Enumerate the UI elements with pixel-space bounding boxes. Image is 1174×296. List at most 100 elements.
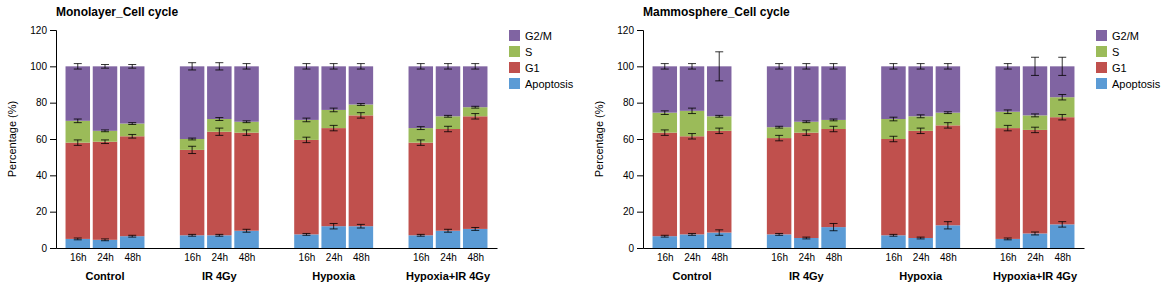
- bar-segment: [653, 133, 678, 237]
- bar-segment: [436, 66, 461, 116]
- error-bar: [471, 106, 479, 108]
- bar-segment: [93, 142, 118, 240]
- tick-label: 24h: [684, 252, 701, 263]
- tick-label: 0: [628, 243, 634, 254]
- panel: 02040608010012016h24h48h16h24h48h16h24h4…: [593, 5, 1161, 282]
- error-bar: [444, 64, 452, 69]
- error-bar: [715, 230, 723, 235]
- tick-label: 60: [623, 134, 635, 145]
- tick-label: 16h: [413, 252, 430, 263]
- error-bar: [128, 65, 136, 69]
- tick-label: 48h: [239, 252, 256, 263]
- error-bar: [944, 123, 952, 128]
- bar-segment: [66, 239, 91, 248]
- series: [653, 117, 1075, 239]
- error-bar: [688, 233, 696, 235]
- error-bars: [74, 223, 479, 240]
- bar-segment: [1050, 224, 1075, 248]
- tick: 16h: [70, 252, 87, 263]
- legend-item: Apoptosis: [1096, 78, 1161, 90]
- tick-label: 120: [30, 25, 47, 36]
- tick-label: 24h: [913, 252, 930, 263]
- tick-mark: [50, 66, 56, 67]
- tick-label: 100: [30, 61, 47, 72]
- tick-label: 48h: [353, 252, 370, 263]
- tick-mark: [637, 139, 643, 140]
- error-bar: [74, 64, 82, 69]
- error-bar: [944, 222, 952, 229]
- tick: 60: [623, 134, 643, 145]
- error-bar: [830, 223, 838, 230]
- tick-label: 20: [36, 206, 48, 217]
- bar-segment: [180, 235, 205, 248]
- legend-item: S: [1096, 46, 1119, 58]
- error-bar: [101, 65, 109, 69]
- legend-swatch: [509, 78, 520, 89]
- error-bar: [74, 140, 82, 145]
- series: [66, 66, 488, 139]
- bar-segment: [207, 235, 232, 248]
- error-bar: [775, 126, 783, 128]
- tick: 40: [623, 170, 643, 181]
- bar-segment: [653, 236, 678, 248]
- tick-label: 48h: [711, 252, 728, 263]
- group-label: Control: [85, 270, 124, 282]
- bar-segment: [321, 226, 346, 248]
- bar-segment: [436, 231, 461, 248]
- tick-label: 16h: [184, 252, 201, 263]
- bar-segment: [66, 143, 91, 239]
- error-bar: [74, 238, 82, 240]
- tick: 48h: [1054, 252, 1071, 263]
- error-bar: [243, 64, 251, 69]
- error-bar: [1004, 64, 1012, 69]
- error-bar: [128, 134, 136, 138]
- bar-segment: [707, 131, 732, 233]
- error-bars: [74, 104, 479, 140]
- bar-segment: [794, 66, 819, 121]
- tick: 16h: [771, 252, 788, 263]
- tick-label: 120: [617, 25, 634, 36]
- error-bar: [830, 64, 838, 69]
- error-bar: [688, 64, 696, 69]
- tick-label: 16h: [657, 252, 674, 263]
- error-bar: [215, 63, 223, 70]
- error-bars: [661, 222, 1066, 240]
- error-bar: [1004, 125, 1012, 130]
- tick-label: 24h: [326, 252, 343, 263]
- error-bar: [188, 146, 196, 153]
- error-bar: [302, 233, 310, 235]
- error-bar: [775, 233, 783, 235]
- error-bar: [471, 114, 479, 119]
- group-label: IR 4Gy: [202, 270, 238, 282]
- legend-label: G1: [525, 62, 540, 74]
- tick: 16h: [413, 252, 430, 263]
- tick: 16h: [657, 252, 674, 263]
- error-bar: [330, 64, 338, 69]
- error-bar: [889, 234, 897, 236]
- error-bar: [330, 223, 338, 228]
- group-label: IR 4Gy: [789, 270, 825, 282]
- bar-segment: [794, 133, 819, 238]
- legend-label: G1: [1112, 62, 1127, 74]
- bar-segment: [1050, 117, 1075, 224]
- legend-swatch: [1096, 78, 1107, 89]
- legend-label: Apoptosis: [1112, 78, 1161, 90]
- bar-segment: [936, 66, 961, 112]
- bar-segment: [936, 125, 961, 225]
- bar-segment: [66, 66, 91, 121]
- error-bar: [802, 64, 810, 69]
- tick-label: 48h: [124, 252, 141, 263]
- tick: 24h: [326, 252, 343, 263]
- tick-label: 0: [41, 243, 47, 254]
- tick: 16h: [184, 252, 201, 263]
- error-bar: [944, 64, 952, 69]
- axis-line: [50, 31, 57, 249]
- bar-segment: [436, 129, 461, 231]
- tick-label: 80: [623, 97, 635, 108]
- error-bars: [74, 113, 479, 154]
- tick-mark: [50, 212, 56, 213]
- tick: 16h: [886, 252, 903, 263]
- bar-segment: [234, 231, 258, 248]
- tick: 48h: [124, 252, 141, 263]
- tick: 24h: [1027, 252, 1044, 263]
